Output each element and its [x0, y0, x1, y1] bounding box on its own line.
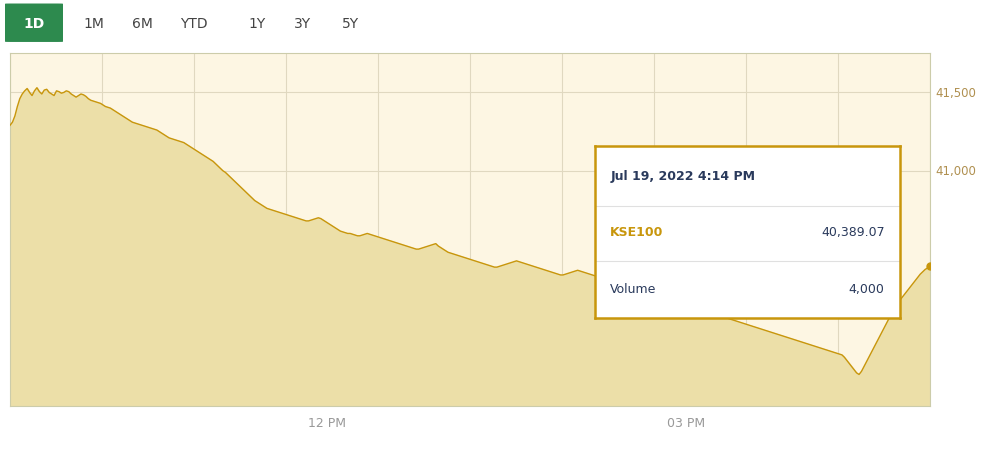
Text: 3Y: 3Y — [293, 17, 311, 31]
Text: Volume: Volume — [610, 282, 657, 295]
Text: 03 PM: 03 PM — [667, 416, 705, 428]
Text: 4,000: 4,000 — [849, 282, 885, 295]
Text: YTD: YTD — [180, 17, 208, 31]
Text: 1M: 1M — [84, 17, 104, 31]
Text: Jul 19, 2022 4:14 PM: Jul 19, 2022 4:14 PM — [610, 169, 755, 182]
Text: KSE100: KSE100 — [610, 226, 664, 239]
Text: 1Y: 1Y — [248, 17, 266, 31]
Text: 41,000: 41,000 — [936, 165, 976, 178]
Text: 12 PM: 12 PM — [308, 416, 346, 428]
Text: 40,389.07: 40,389.07 — [821, 226, 885, 239]
Text: 1D: 1D — [23, 17, 45, 31]
Text: 6M: 6M — [132, 17, 152, 31]
Text: 41,500: 41,500 — [936, 87, 976, 100]
FancyBboxPatch shape — [5, 5, 63, 43]
Text: 5Y: 5Y — [341, 17, 359, 31]
